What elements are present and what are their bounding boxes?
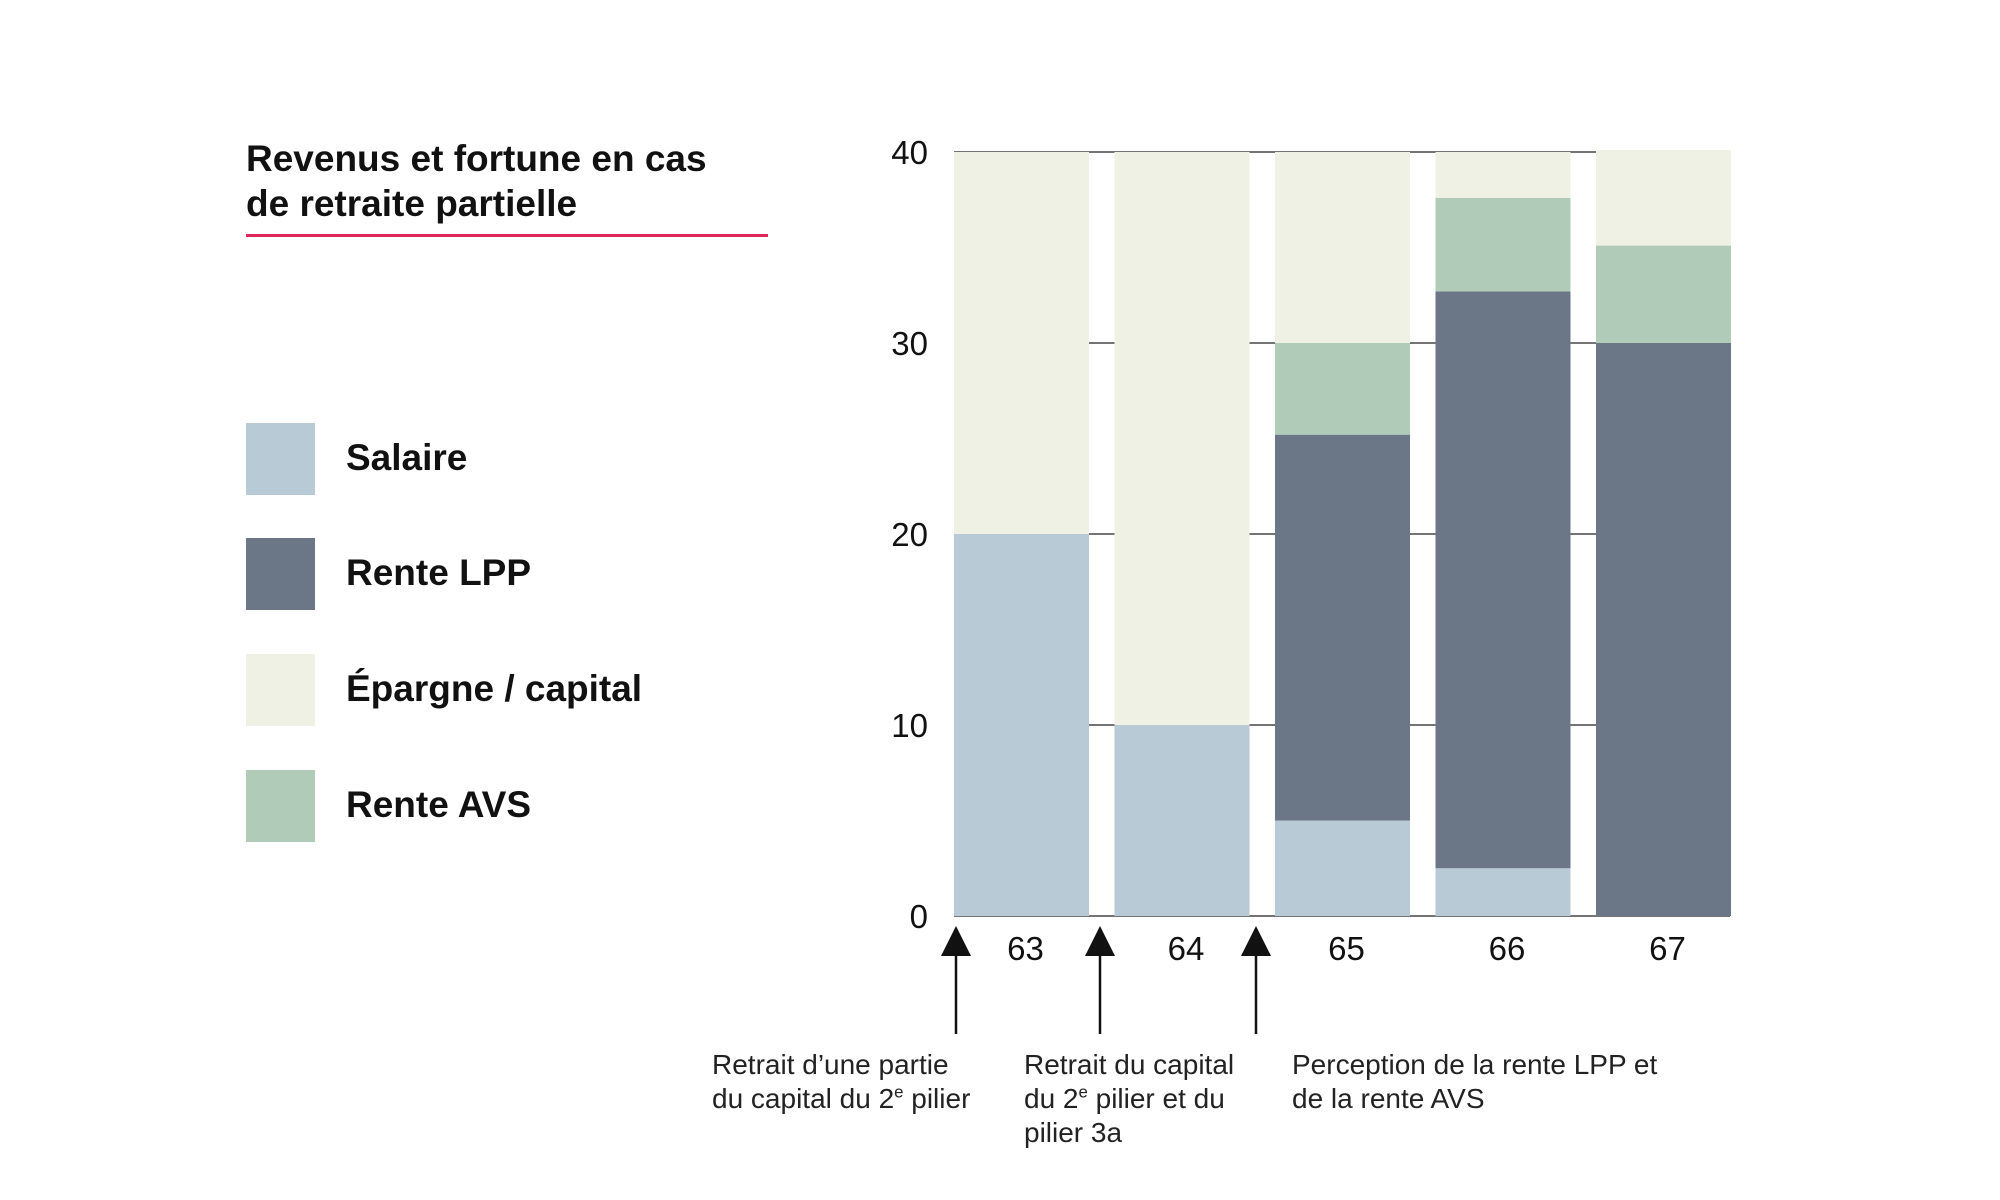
bar-66-rente-avs xyxy=(1435,197,1571,292)
bar-66--pargne-capital xyxy=(1435,152,1571,198)
x-tick-label-64: 64 xyxy=(1168,930,1205,967)
x-tick-label-63: 63 xyxy=(1007,930,1044,967)
legend-label-salaire: Salaire xyxy=(346,437,468,478)
annotation-retrait-partie-capital: Retrait d’une partie du capital du 2e pi… xyxy=(712,1048,970,1116)
legend-item-rente-lpp: Rente LPP xyxy=(246,538,846,610)
bar-63--pargne-capital xyxy=(954,152,1089,534)
legend-swatch-rente-avs xyxy=(246,770,315,842)
y-tick-label-40: 40 xyxy=(891,134,928,171)
x-tick-label-65: 65 xyxy=(1328,930,1365,967)
chart-title-line-2: de retraite partielle xyxy=(246,183,578,224)
y-tick-label-20: 20 xyxy=(891,516,928,553)
y-tick-label-0: 0 xyxy=(910,898,928,935)
bar-63-salaire xyxy=(954,534,1089,916)
annotation-1-line-1: Retrait d’une partie xyxy=(712,1049,949,1080)
bar-65--pargne-capital xyxy=(1275,152,1410,343)
legend-swatch-rente-lpp xyxy=(246,538,315,610)
x-tick-label-67: 67 xyxy=(1649,930,1686,967)
bar-65-rente-lpp xyxy=(1275,434,1410,821)
bar-66-salaire xyxy=(1435,868,1571,916)
bar-67--pargne-capital xyxy=(1596,150,1731,246)
annotation-2-line-3: pilier 3a xyxy=(1024,1117,1123,1148)
legend-item-rente-avs: Rente AVS xyxy=(246,770,846,842)
bar-65-salaire xyxy=(1275,820,1410,916)
bar-67-rente-avs xyxy=(1596,245,1731,343)
bar-66-rente-lpp xyxy=(1435,291,1571,869)
annotation-3-line-2: de la rente AVS xyxy=(1292,1083,1485,1114)
bar-65-rente-avs xyxy=(1275,343,1410,435)
legend-item-salaire: Salaire xyxy=(246,423,846,495)
legend-label-rente-lpp: Rente LPP xyxy=(346,552,532,593)
y-tick-label-10: 10 xyxy=(891,707,928,744)
annotation-2-line-1: Retrait du capital xyxy=(1024,1049,1235,1080)
legend-swatch-salaire xyxy=(246,423,315,495)
bar-64--pargne-capital xyxy=(1114,152,1250,725)
bar-64-salaire xyxy=(1114,725,1250,916)
chart-title: Revenus et fortune en cas de retraite pa… xyxy=(246,136,806,226)
annotation-arrow-head-2 xyxy=(1085,926,1115,956)
annotation-3-line-1: Perception de la rente LPP et xyxy=(1292,1049,1658,1080)
title-underline xyxy=(246,234,768,237)
annotation-perception-rentes: Perception de la rente LPP et de la rent… xyxy=(1292,1048,1657,1116)
x-tick-label-66: 66 xyxy=(1489,930,1526,967)
legend-label-epargne-capital: Épargne / capital xyxy=(346,668,643,709)
legend-label-rente-avs: Rente AVS xyxy=(346,784,532,825)
annotation-2-line-2: du 2e pilier et du xyxy=(1024,1082,1225,1114)
bar-67-rente-lpp xyxy=(1596,343,1731,916)
annotation-arrow-head-3 xyxy=(1241,926,1271,956)
chart-title-line-1: Revenus et fortune en cas xyxy=(246,138,707,179)
y-tick-label-30: 30 xyxy=(891,325,928,362)
annotation-retrait-capital-3a: Retrait du capital du 2e pilier et du pi… xyxy=(1024,1048,1234,1150)
legend-item-epargne-capital: Épargne / capital xyxy=(246,654,846,726)
legend-swatch-epargne-capital xyxy=(246,654,315,726)
annotation-arrow-head-1 xyxy=(941,926,971,956)
annotation-1-line-2: du capital du 2e pilier xyxy=(712,1082,971,1114)
